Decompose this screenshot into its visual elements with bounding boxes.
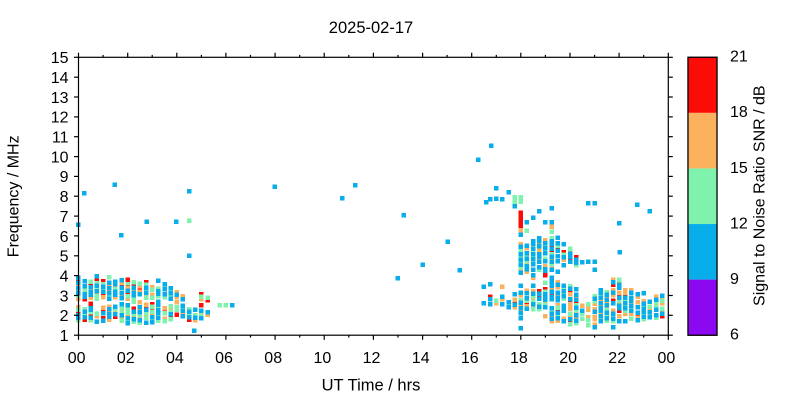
svg-text:14: 14 (412, 350, 430, 367)
svg-text:15: 15 (51, 50, 69, 67)
svg-text:2: 2 (60, 308, 69, 325)
svg-text:22: 22 (608, 350, 626, 367)
svg-text:00: 00 (658, 350, 676, 367)
svg-text:12: 12 (51, 110, 69, 127)
svg-text:13: 13 (51, 90, 69, 107)
svg-text:8: 8 (60, 189, 69, 206)
svg-text:12: 12 (363, 350, 381, 367)
svg-text:Frequency / MHz: Frequency / MHz (6, 135, 23, 257)
svg-text:7: 7 (60, 209, 69, 226)
svg-text:21: 21 (730, 49, 748, 66)
svg-text:6: 6 (60, 229, 69, 246)
svg-text:10: 10 (51, 149, 69, 166)
svg-text:00: 00 (68, 350, 86, 367)
svg-text:08: 08 (264, 350, 282, 367)
svg-text:5: 5 (60, 249, 69, 266)
svg-text:1: 1 (60, 328, 69, 345)
svg-text:02: 02 (117, 350, 135, 367)
svg-text:Signal to Noise Ratio SNR / dB: Signal to Noise Ratio SNR / dB (751, 85, 768, 306)
svg-text:9: 9 (730, 271, 739, 288)
svg-text:16: 16 (461, 350, 479, 367)
svg-text:12: 12 (730, 215, 748, 232)
svg-text:UT Time / hrs: UT Time / hrs (322, 377, 421, 395)
svg-text:20: 20 (559, 350, 577, 367)
svg-text:4: 4 (60, 268, 69, 285)
svg-text:10: 10 (314, 350, 332, 367)
svg-text:2025-02-17: 2025-02-17 (329, 19, 413, 37)
svg-text:9: 9 (60, 169, 69, 186)
svg-text:06: 06 (215, 350, 233, 367)
svg-text:04: 04 (166, 350, 184, 367)
svg-text:11: 11 (52, 130, 69, 147)
svg-text:18: 18 (730, 104, 748, 121)
svg-text:14: 14 (51, 70, 69, 87)
svg-text:3: 3 (60, 288, 69, 305)
svg-text:18: 18 (510, 350, 528, 367)
svg-text:6: 6 (730, 327, 739, 344)
svg-text:15: 15 (730, 160, 748, 177)
